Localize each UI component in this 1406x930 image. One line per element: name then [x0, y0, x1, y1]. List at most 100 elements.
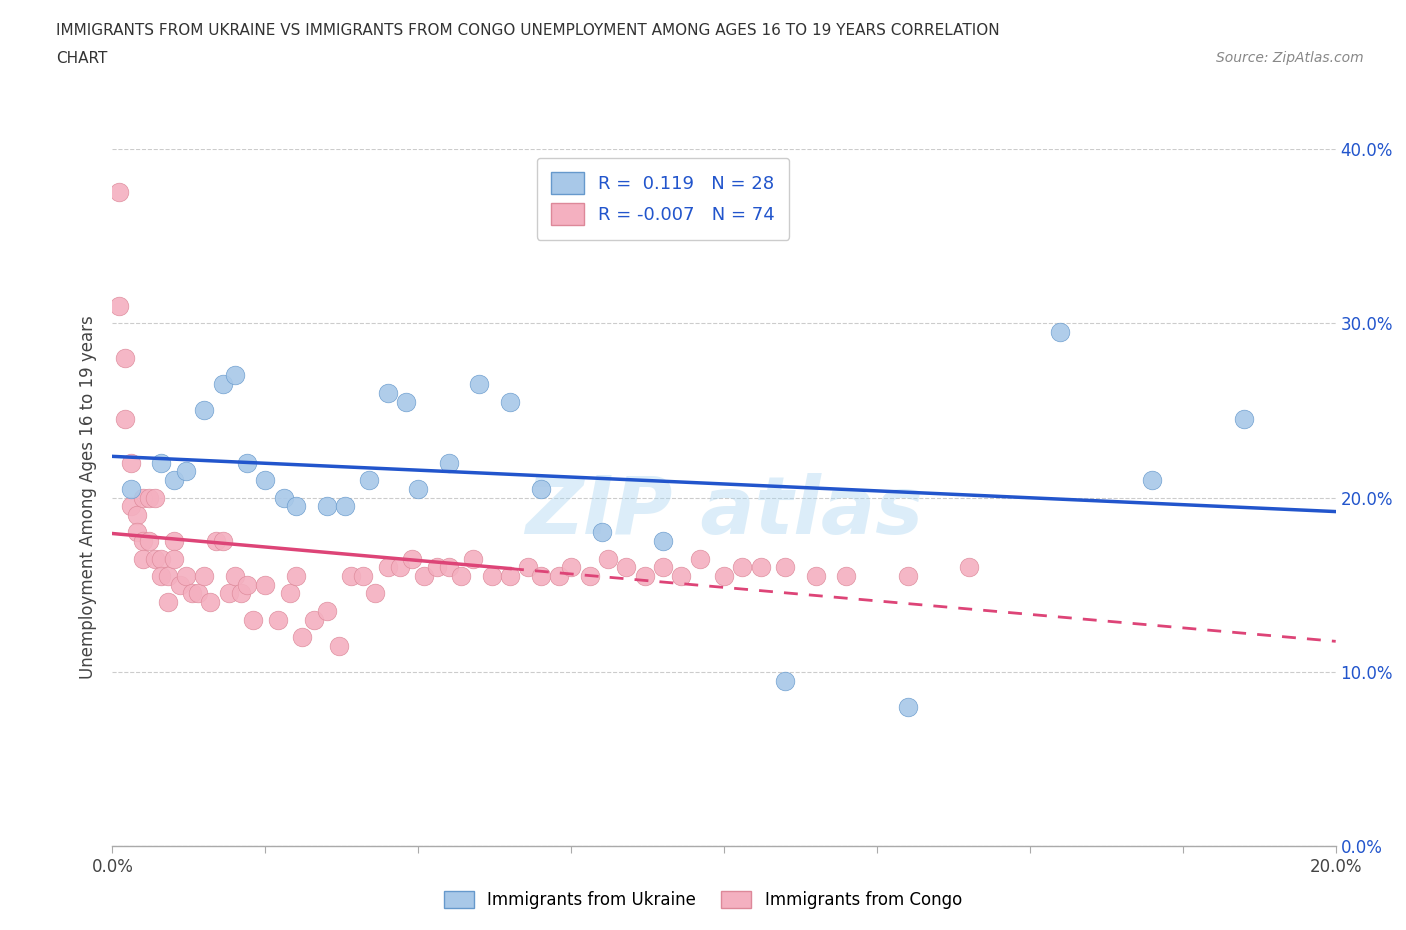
- Point: [254, 578, 277, 592]
- Point: [450, 568, 472, 583]
- Point: [359, 472, 381, 487]
- Text: CHART: CHART: [56, 51, 108, 66]
- Point: [377, 386, 399, 401]
- Point: [731, 560, 754, 575]
- Point: [578, 568, 600, 583]
- Point: [284, 568, 308, 583]
- Point: [211, 534, 233, 549]
- Point: [125, 508, 148, 523]
- Point: [413, 568, 436, 583]
- Point: [315, 498, 337, 513]
- Point: [211, 377, 233, 392]
- Point: [328, 638, 350, 653]
- Point: [125, 525, 148, 540]
- Point: [132, 551, 155, 566]
- Point: [138, 490, 160, 505]
- Point: [218, 586, 240, 601]
- Text: Source: ZipAtlas.com: Source: ZipAtlas.com: [1216, 51, 1364, 65]
- Point: [224, 368, 246, 383]
- Point: [1233, 412, 1256, 427]
- Point: [143, 490, 166, 505]
- Point: [163, 472, 186, 487]
- Point: [835, 568, 858, 583]
- Y-axis label: Unemployment Among Ages 16 to 19 years: Unemployment Among Ages 16 to 19 years: [79, 315, 97, 680]
- Point: [652, 534, 675, 549]
- Point: [193, 568, 215, 583]
- Point: [291, 630, 314, 644]
- Point: [377, 560, 399, 575]
- Point: [481, 568, 503, 583]
- Point: [236, 456, 259, 471]
- Point: [401, 551, 423, 566]
- Point: [150, 568, 173, 583]
- Point: [340, 568, 363, 583]
- Point: [120, 482, 142, 497]
- Point: [499, 568, 522, 583]
- Point: [775, 673, 797, 688]
- Point: [499, 394, 522, 409]
- Point: [156, 568, 179, 583]
- Point: [548, 568, 571, 583]
- Point: [463, 551, 485, 566]
- Point: [132, 534, 155, 549]
- Point: [174, 568, 197, 583]
- Point: [957, 560, 980, 575]
- Text: ZIP atlas: ZIP atlas: [524, 472, 924, 551]
- Point: [333, 498, 356, 513]
- Point: [120, 498, 142, 513]
- Point: [143, 551, 166, 566]
- Point: [671, 568, 693, 583]
- Point: [163, 534, 186, 549]
- Point: [1049, 325, 1071, 339]
- Point: [254, 472, 277, 487]
- Point: [114, 412, 136, 427]
- Point: [304, 612, 326, 627]
- Point: [468, 377, 491, 392]
- Point: [266, 612, 288, 627]
- Point: [775, 560, 797, 575]
- Point: [408, 482, 430, 497]
- Point: [107, 299, 129, 313]
- Point: [713, 568, 735, 583]
- Point: [242, 612, 264, 627]
- Point: [181, 586, 204, 601]
- Point: [174, 464, 197, 479]
- Point: [633, 568, 655, 583]
- Point: [596, 551, 619, 566]
- Legend: Immigrants from Ukraine, Immigrants from Congo: Immigrants from Ukraine, Immigrants from…: [436, 883, 970, 917]
- Point: [205, 534, 228, 549]
- Point: [132, 490, 155, 505]
- Point: [169, 578, 191, 592]
- Legend: R =  0.119   N = 28, R = -0.007   N = 74: R = 0.119 N = 28, R = -0.007 N = 74: [537, 158, 789, 240]
- Point: [193, 403, 215, 418]
- Point: [897, 699, 920, 714]
- Point: [652, 560, 675, 575]
- Point: [395, 394, 418, 409]
- Point: [689, 551, 711, 566]
- Point: [437, 456, 460, 471]
- Point: [388, 560, 411, 575]
- Point: [437, 560, 460, 575]
- Point: [273, 490, 295, 505]
- Point: [138, 534, 160, 549]
- Point: [1142, 472, 1164, 487]
- Point: [315, 604, 337, 618]
- Point: [517, 560, 540, 575]
- Point: [560, 560, 582, 575]
- Point: [352, 568, 374, 583]
- Point: [229, 586, 252, 601]
- Point: [364, 586, 387, 601]
- Point: [897, 568, 920, 583]
- Point: [804, 568, 827, 583]
- Point: [114, 351, 136, 365]
- Point: [156, 595, 179, 610]
- Point: [749, 560, 772, 575]
- Point: [278, 586, 301, 601]
- Point: [187, 586, 209, 601]
- Point: [530, 568, 553, 583]
- Point: [150, 456, 173, 471]
- Point: [150, 551, 173, 566]
- Point: [224, 568, 246, 583]
- Point: [284, 498, 308, 513]
- Point: [426, 560, 449, 575]
